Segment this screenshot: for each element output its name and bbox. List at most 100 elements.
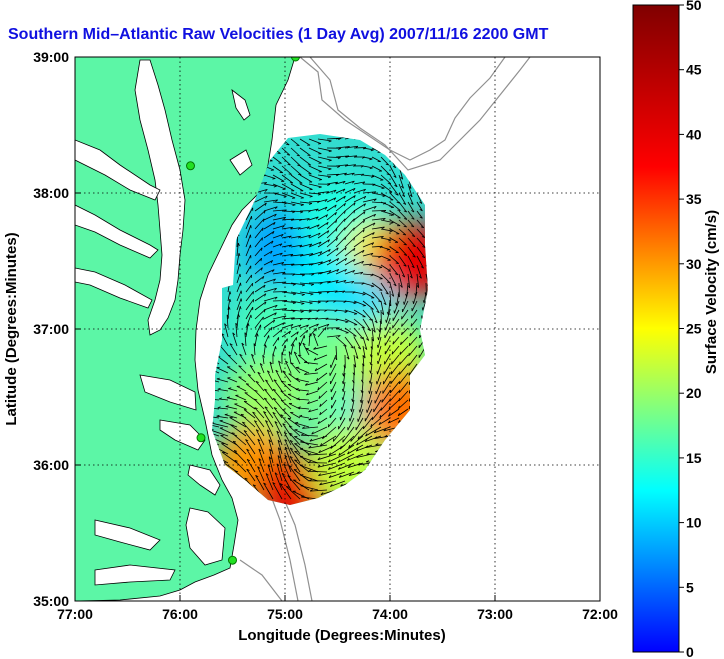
velocity-arrow — [335, 146, 350, 149]
velocity-arrow — [274, 472, 283, 491]
arrow-head — [269, 361, 273, 365]
velocity-arrow — [344, 210, 356, 221]
velocity-arrow — [331, 399, 337, 409]
velocity-arrow — [212, 422, 229, 428]
velocity-arrow — [416, 228, 426, 238]
arrow-head — [308, 409, 311, 413]
velocity-arrow — [281, 253, 294, 257]
velocity-arrow — [362, 345, 366, 359]
arrow-head — [298, 354, 302, 357]
velocity-arrow — [259, 363, 265, 374]
arrow-head — [335, 219, 338, 224]
velocity-arrow — [362, 205, 377, 212]
arrow-head — [410, 202, 414, 205]
arrow-head — [377, 344, 379, 348]
arrow-head — [255, 380, 259, 383]
arrow-head — [320, 492, 324, 495]
arrow-head — [328, 270, 332, 273]
velocity-arrow — [254, 390, 265, 401]
velocity-arrow — [398, 246, 408, 256]
arrow-head — [409, 275, 413, 279]
arrow-head — [383, 428, 387, 432]
arrow-head — [227, 354, 231, 357]
velocity-arrow — [229, 417, 247, 428]
arrow-head — [401, 323, 403, 327]
velocity-arrow — [320, 435, 337, 447]
velocity-arrow — [232, 440, 247, 455]
velocity-arrow — [290, 147, 301, 157]
velocity-arrow — [263, 183, 277, 187]
arrow-head — [269, 448, 272, 452]
arrow-head — [403, 225, 407, 228]
arrow-head — [378, 421, 381, 425]
arrow-head — [355, 448, 359, 452]
arrow-head — [317, 387, 320, 391]
velocity-arrow — [384, 327, 391, 339]
velocity-arrow — [353, 260, 364, 266]
velocity-arrow — [294, 429, 310, 437]
arrow-head — [348, 444, 351, 448]
velocity-arrow — [299, 218, 310, 221]
velocity-arrow — [335, 268, 347, 275]
velocity-arrow — [362, 191, 377, 194]
velocity-arrow — [299, 317, 311, 320]
velocity-arrow — [272, 281, 287, 284]
x-tick-label: 72:00 — [582, 606, 618, 622]
arrow-head — [292, 310, 296, 313]
velocity-arrow — [284, 439, 292, 455]
velocity-arrow — [290, 235, 301, 239]
velocity-arrow — [275, 369, 283, 383]
arrow-head — [328, 140, 332, 143]
velocity-arrow — [326, 237, 338, 248]
velocity-arrow — [281, 210, 295, 213]
arrow-head — [318, 241, 322, 245]
velocity-arrow — [384, 345, 391, 355]
arrow-head — [292, 204, 296, 206]
velocity-arrow — [236, 263, 240, 275]
velocity-arrow — [392, 309, 400, 321]
arrow-head — [372, 232, 375, 236]
velocity-arrow — [326, 211, 337, 221]
arrow-head — [347, 465, 351, 468]
velocity-arrow — [308, 251, 323, 257]
arrow-head — [361, 173, 364, 177]
arrow-head — [229, 343, 233, 346]
arrow-head — [296, 331, 299, 335]
arrow-head — [337, 335, 341, 338]
velocity-arrow — [389, 237, 399, 243]
velocity-arrow — [301, 496, 319, 500]
velocity-arrow — [390, 363, 400, 375]
velocity-arrow — [263, 482, 274, 500]
x-tick-label: 73:00 — [477, 606, 513, 622]
arrow-head — [390, 214, 394, 216]
velocity-arrow — [231, 432, 247, 446]
velocity-arrow — [353, 181, 365, 185]
velocity-arrow — [398, 255, 407, 267]
velocity-arrow — [308, 183, 322, 188]
arrow-head — [275, 199, 279, 202]
velocity-arrow — [290, 318, 303, 320]
velocity-arrow — [416, 210, 423, 219]
arrow-head — [408, 352, 410, 356]
velocity-arrow — [355, 417, 364, 431]
arrow-head — [317, 224, 320, 228]
arrow-head — [328, 466, 331, 470]
arrow-head — [398, 405, 400, 409]
velocity-arrow — [299, 415, 310, 419]
arrow-head — [315, 328, 317, 332]
velocity-arrow — [276, 430, 283, 446]
velocity-arrow — [317, 327, 327, 338]
velocity-arrow — [344, 318, 358, 326]
arrow-head — [376, 310, 380, 314]
velocity-arrow — [407, 228, 416, 237]
velocity-arrow — [263, 296, 278, 302]
velocity-arrow — [281, 323, 294, 329]
velocity-arrow — [371, 217, 386, 221]
velocity-arrow — [398, 174, 404, 189]
arrow-head — [290, 324, 294, 327]
velocity-arrow — [289, 447, 301, 464]
arrow-head — [389, 230, 393, 233]
velocity-arrow — [317, 259, 332, 266]
arrow-head — [335, 181, 338, 185]
arrow-head — [349, 418, 351, 422]
